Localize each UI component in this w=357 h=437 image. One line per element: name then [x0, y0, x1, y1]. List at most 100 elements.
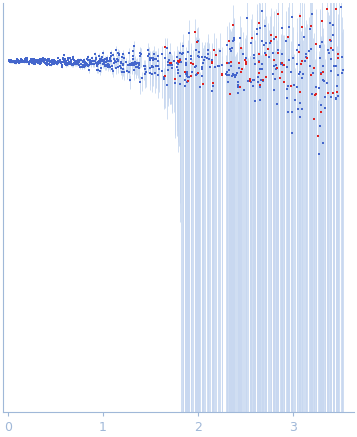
Point — [90, 60, 96, 67]
Point — [152, 69, 158, 76]
Point — [75, 56, 81, 63]
Point — [175, 59, 180, 66]
Point — [61, 57, 67, 64]
Point — [55, 54, 61, 61]
Point — [232, 73, 238, 80]
Point — [97, 59, 102, 66]
Point — [195, 52, 201, 59]
Point — [24, 58, 30, 65]
Point — [209, 59, 215, 66]
Point — [62, 60, 68, 67]
Point — [258, 24, 263, 31]
Point — [240, 51, 246, 58]
Point — [194, 38, 200, 45]
Point — [243, 61, 248, 68]
Point — [318, 69, 324, 76]
Point — [124, 67, 130, 74]
Point — [210, 79, 216, 86]
Point — [333, 63, 339, 70]
Point — [319, 17, 325, 24]
Point — [318, 109, 324, 116]
Point — [82, 61, 88, 68]
Point — [195, 69, 201, 76]
Point — [59, 63, 65, 70]
Point — [88, 58, 94, 65]
Point — [231, 35, 237, 42]
Point — [18, 56, 24, 63]
Point — [231, 72, 236, 79]
Point — [77, 57, 83, 64]
Point — [107, 63, 113, 70]
Point — [188, 53, 194, 60]
Point — [106, 63, 111, 70]
Point — [69, 62, 75, 69]
Point — [326, 49, 332, 56]
Point — [188, 55, 193, 62]
Point — [107, 55, 112, 62]
Point — [105, 61, 111, 68]
Point — [111, 52, 116, 59]
Point — [243, 54, 249, 61]
Point — [100, 49, 106, 56]
Point — [111, 59, 117, 66]
Point — [255, 79, 261, 86]
Point — [129, 60, 135, 67]
Point — [193, 47, 198, 54]
Point — [60, 59, 66, 66]
Point — [330, 47, 336, 54]
Point — [71, 60, 77, 67]
Point — [21, 59, 27, 66]
Point — [263, 52, 269, 59]
Point — [294, 60, 300, 67]
Point — [182, 69, 188, 76]
Point — [46, 55, 52, 62]
Point — [19, 57, 25, 64]
Point — [306, 48, 312, 55]
Point — [22, 57, 27, 64]
Point — [208, 88, 214, 95]
Point — [235, 89, 241, 96]
Point — [96, 52, 102, 59]
Point — [56, 58, 62, 65]
Point — [81, 59, 87, 66]
Point — [302, 34, 307, 41]
Point — [313, 83, 319, 90]
Point — [60, 55, 66, 62]
Point — [247, 76, 252, 83]
Point — [193, 62, 199, 69]
Point — [78, 57, 84, 64]
Point — [47, 61, 52, 68]
Point — [32, 60, 38, 67]
Point — [100, 56, 106, 63]
Point — [205, 47, 211, 54]
Point — [177, 80, 183, 87]
Point — [270, 70, 276, 77]
Point — [97, 55, 103, 62]
Point — [26, 61, 32, 68]
Point — [206, 55, 212, 62]
Point — [246, 78, 251, 85]
Point — [176, 69, 181, 76]
Point — [335, 54, 341, 61]
Point — [90, 57, 95, 64]
Point — [80, 58, 86, 65]
Point — [228, 62, 234, 69]
Point — [121, 69, 127, 76]
Point — [99, 65, 104, 72]
Point — [167, 50, 173, 57]
Point — [69, 59, 74, 66]
Point — [340, 66, 345, 73]
Point — [195, 38, 201, 45]
Point — [285, 34, 291, 41]
Point — [61, 51, 67, 58]
Point — [320, 68, 326, 75]
Point — [333, 5, 339, 12]
Point — [57, 57, 63, 64]
Point — [135, 60, 140, 67]
Point — [238, 68, 244, 75]
Point — [276, 10, 281, 17]
Point — [286, 23, 292, 30]
Point — [338, 4, 344, 11]
Point — [25, 59, 31, 66]
Point — [167, 61, 173, 68]
